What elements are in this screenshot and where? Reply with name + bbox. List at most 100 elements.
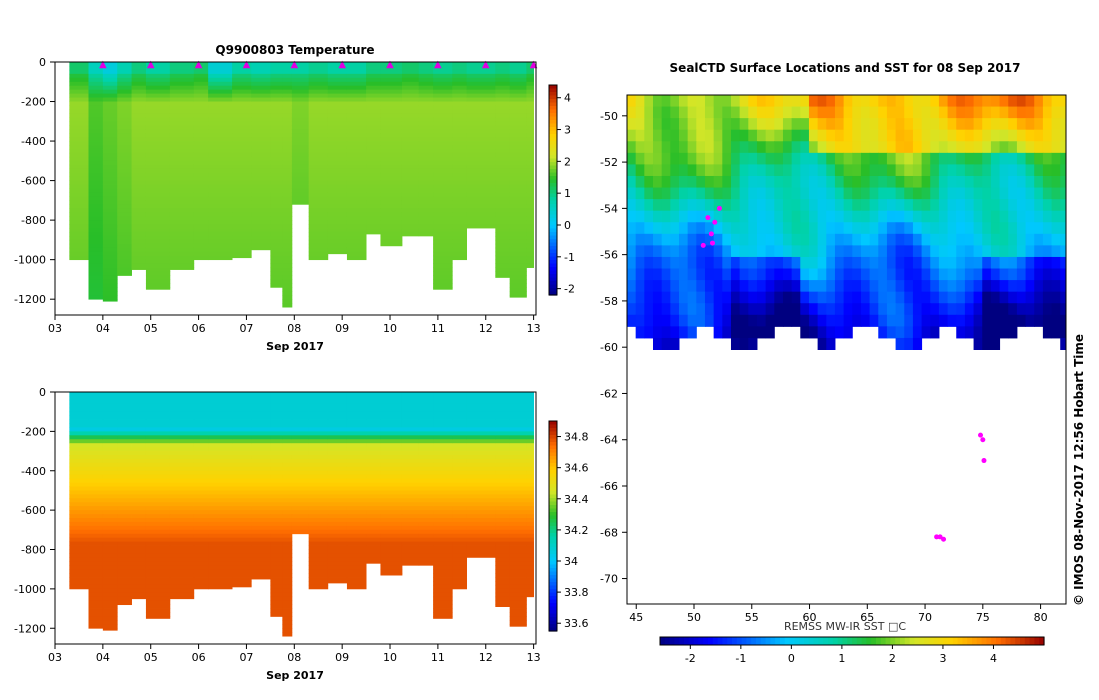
sst-cell: [843, 141, 853, 154]
salinity-cell: [282, 439, 293, 444]
salinity-cell: [327, 545, 348, 550]
colorbar-tick-label: -2: [685, 652, 696, 665]
temperature-cell: [282, 231, 293, 237]
salinity-cell: [282, 419, 293, 424]
sst-cell: [1051, 222, 1061, 235]
sst-cell: [808, 256, 819, 270]
salinity-cell: [495, 451, 511, 456]
salinity-cell: [69, 427, 89, 432]
temperature-cell: [270, 121, 283, 126]
sst-cell: [670, 141, 680, 154]
sst-cell: [722, 152, 732, 165]
salinity-cell: [131, 466, 147, 472]
salinity-cell: [366, 466, 381, 472]
colorbar-segment: [549, 421, 557, 426]
sst-cell: [834, 210, 845, 223]
sst-cell: [1016, 256, 1027, 270]
sst-cell: [696, 118, 706, 131]
temperature-cell: [102, 200, 118, 205]
salinity-cell: [526, 510, 535, 515]
colorbar-segment: [549, 281, 557, 286]
sst-cell: [982, 314, 992, 327]
salinity-cell: [495, 518, 511, 523]
sst-cell: [765, 222, 775, 235]
colorbar-segment: [732, 637, 738, 645]
salinity-cell: [452, 521, 468, 527]
sst-cell: [999, 256, 1009, 270]
salinity-cell: [418, 537, 434, 543]
salinity-cell: [169, 498, 195, 503]
salinity-cell: [526, 529, 535, 535]
sst-cell: [782, 314, 793, 327]
sst-cell: [627, 291, 637, 304]
sst-cell: [826, 95, 836, 108]
salinity-cell: [495, 604, 511, 607]
temperature-cell: [69, 141, 89, 146]
sst-cell: [869, 129, 879, 142]
salinity-cell: [131, 478, 147, 483]
temperature-cell: [145, 176, 171, 181]
salinity-cell: [433, 529, 453, 535]
temperature-cell: [291, 81, 310, 87]
colorbar-segment: [549, 249, 557, 254]
sst-cell: [730, 210, 741, 223]
sst-cell: [800, 187, 810, 200]
temperature-cell: [117, 200, 132, 205]
salinity-cell: [193, 577, 209, 582]
temperature-cell: [418, 192, 434, 197]
salinity-cell: [117, 521, 132, 527]
sst-cell: [791, 199, 801, 212]
temperature-cell: [232, 168, 252, 174]
temperature-cell: [308, 196, 329, 201]
colorbar-segment: [549, 169, 557, 174]
sst-cell: [956, 303, 966, 316]
salinity-cell: [308, 545, 329, 550]
salinity-cell: [270, 518, 283, 523]
colorbar-segment: [856, 637, 863, 645]
salinity-cell: [509, 514, 527, 519]
sst-cell: [739, 314, 749, 327]
salinity-cell: [232, 470, 252, 476]
salinity-cell: [193, 521, 209, 527]
sst-cell: [670, 245, 680, 258]
sst-cell: [886, 175, 897, 189]
sst-cell: [730, 245, 741, 258]
salinity-cell: [232, 486, 252, 491]
colorbar-segment: [549, 515, 557, 520]
sst-cell: [652, 95, 663, 108]
temperature-cell: [131, 141, 147, 146]
sst-cell: [973, 95, 983, 108]
colorbar-segment: [1015, 637, 1021, 645]
temperature-cell: [291, 113, 310, 118]
salinity-cell: [466, 553, 496, 558]
temperature-cell: [208, 231, 233, 237]
sst-cell: [791, 95, 801, 108]
temperature-cell: [208, 101, 233, 106]
temperature-cell: [169, 188, 195, 193]
temperature-cell: [88, 184, 104, 189]
salinity-cell: [495, 478, 511, 483]
temperature-cell: [88, 117, 104, 122]
temperature-cell: [193, 69, 209, 75]
sst-cell: [678, 164, 689, 177]
colorbar-segment: [549, 487, 557, 492]
temperature-cell: [69, 164, 89, 170]
temperature-cell: [401, 220, 420, 225]
salinity-cell: [282, 612, 293, 617]
profile-marker: ▲: [482, 59, 490, 70]
temperature-cell: [88, 93, 104, 98]
temperature-cell: [401, 105, 420, 110]
salinity-cell: [193, 502, 209, 507]
colorbar-segment: [813, 637, 819, 645]
salinity-cell: [495, 502, 511, 507]
sst-cell: [739, 175, 749, 189]
sst-cell: [678, 314, 689, 327]
temperature-cell: [366, 231, 381, 235]
sst-cell: [1042, 222, 1053, 235]
salinity-cell: [208, 431, 233, 436]
salinity-cell: [452, 478, 468, 483]
salinity-cell: [380, 490, 403, 495]
sst-cell: [852, 187, 862, 200]
colorbar-segment: [919, 637, 925, 645]
salinity-cell: [270, 502, 283, 507]
